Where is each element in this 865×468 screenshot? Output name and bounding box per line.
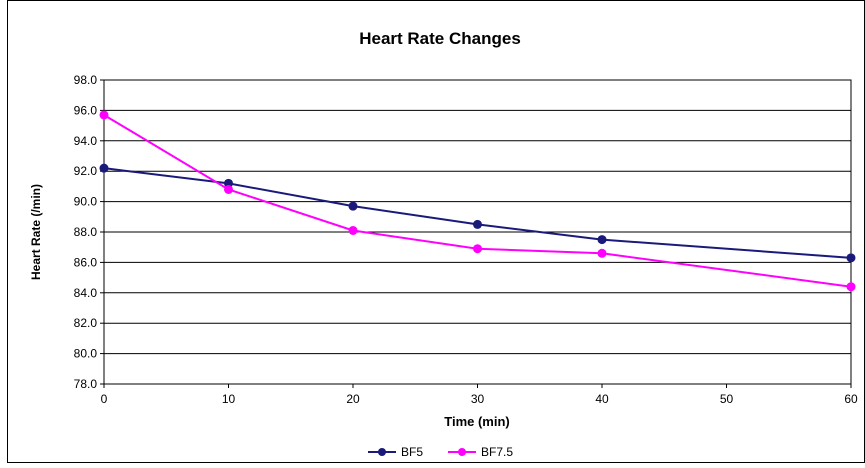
x-tick-label: 20	[346, 392, 360, 406]
data-point	[597, 248, 607, 258]
x-tick-label: 30	[471, 392, 485, 406]
x-tick-label: 60	[844, 392, 858, 406]
legend-label: BF5	[401, 445, 423, 459]
series-line	[103, 114, 852, 288]
plot-area-border	[103, 79, 852, 385]
y-tick-label: 96.0	[74, 103, 98, 117]
data-point	[473, 244, 482, 254]
legend-marker	[378, 448, 386, 456]
y-tick-label: 82.0	[74, 316, 98, 330]
data-point	[99, 110, 109, 120]
series-1	[99, 110, 856, 292]
x-axis-label: Time (min)	[444, 414, 510, 429]
x-tick-label: 40	[595, 392, 609, 406]
legend: BF5 BF7.5	[368, 445, 513, 459]
data-point	[846, 253, 856, 263]
data-point	[597, 235, 607, 245]
y-tick-label: 78.0	[74, 377, 98, 391]
x-tick-label: 10	[222, 392, 236, 406]
legend-item: BF7.5	[448, 445, 513, 459]
y-tick-label: 84.0	[74, 286, 98, 300]
y-axis-label: Heart Rate (/min)	[29, 184, 43, 280]
x-tick-label: 50	[720, 392, 734, 406]
series-line	[103, 167, 852, 259]
chart-title: Heart Rate Changes	[359, 29, 521, 48]
x-axis-ticks: 0 10 20 30 40 50 60	[101, 384, 858, 406]
data-point	[473, 219, 482, 229]
y-tick-label: 92.0	[74, 164, 98, 178]
data-point	[348, 225, 358, 235]
y-tick-label: 86.0	[74, 255, 98, 269]
legend-item: BF5	[368, 445, 423, 459]
data-point	[224, 184, 233, 194]
x-tick-label: 0	[101, 392, 108, 406]
data-point	[99, 163, 109, 173]
y-tick-label: 80.0	[74, 347, 98, 361]
y-tick-label: 88.0	[74, 225, 98, 239]
series-0	[99, 163, 856, 263]
data-point	[846, 282, 856, 292]
y-tick-label: 94.0	[74, 134, 98, 148]
series-lines	[99, 110, 856, 292]
y-tick-label: 90.0	[74, 195, 98, 209]
data-point	[348, 201, 358, 211]
legend-label: BF7.5	[481, 445, 513, 459]
y-axis-ticks: 78.0 80.0 82.0 84.0 86.0 88.0 90.0 92.0 94.0 96.0…	[74, 73, 104, 391]
legend-marker	[458, 448, 466, 456]
y-tick-label: 98.0	[74, 73, 98, 87]
